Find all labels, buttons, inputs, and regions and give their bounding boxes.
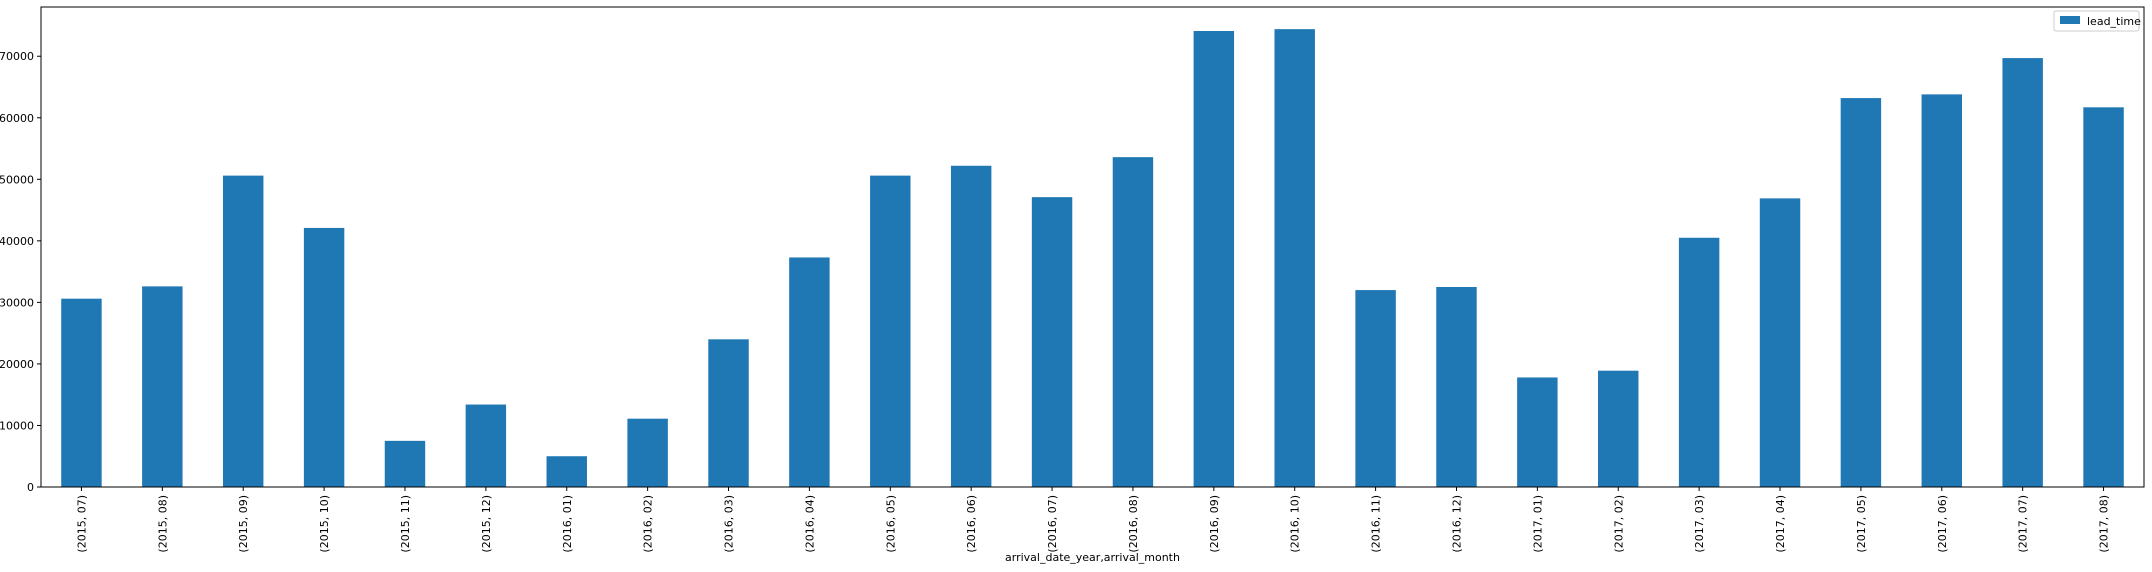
x-tick-label: (2016, 09) bbox=[1208, 495, 1221, 553]
bar bbox=[2083, 107, 2124, 487]
bars-layer bbox=[61, 29, 2124, 488]
x-tick-label: (2017, 05) bbox=[1855, 495, 1868, 553]
bar bbox=[870, 175, 911, 487]
x-tick-label: (2016, 03) bbox=[723, 495, 736, 553]
x-tick-label: (2015, 11) bbox=[399, 495, 412, 553]
y-axis: 0 10000 20000 30000 40000 50000 60000 70000 bbox=[0, 50, 41, 494]
x-tick-label: (2016, 06) bbox=[965, 495, 978, 553]
bar bbox=[1598, 370, 1639, 487]
y-tick-label: 50000 bbox=[0, 173, 34, 186]
bar bbox=[465, 404, 507, 487]
x-tick-label: (2015, 09) bbox=[237, 495, 250, 553]
bar bbox=[708, 339, 749, 487]
bar bbox=[789, 257, 830, 487]
bar bbox=[1193, 31, 1235, 487]
x-tick-label: (2016, 10) bbox=[1289, 495, 1302, 553]
y-tick-label: 40000 bbox=[0, 235, 34, 248]
x-tick-label: (2016, 05) bbox=[884, 495, 897, 553]
x-tick-label: (2016, 02) bbox=[642, 495, 655, 553]
y-tick-label: 30000 bbox=[0, 296, 34, 309]
legend-swatch bbox=[2060, 16, 2080, 24]
x-axis: (2015, 07) (2015, 08) (2015, 09) (2015, 10)… bbox=[75, 487, 2111, 553]
bar bbox=[1031, 197, 1073, 487]
bar bbox=[1112, 157, 1154, 487]
x-tick-label: (2017, 08) bbox=[2098, 495, 2111, 553]
y-tick-label: 20000 bbox=[0, 358, 34, 371]
legend: lead_time bbox=[2053, 10, 2141, 32]
y-tick-label: 70000 bbox=[0, 50, 34, 63]
bar bbox=[2002, 58, 2043, 487]
bar bbox=[1840, 98, 1882, 487]
bar bbox=[950, 165, 992, 487]
bar bbox=[546, 456, 587, 487]
x-tick-label: (2017, 03) bbox=[1693, 495, 1706, 553]
x-tick-label: (2016, 04) bbox=[803, 495, 816, 553]
x-tick-label: (2017, 07) bbox=[2017, 495, 2030, 553]
bar bbox=[1355, 290, 1396, 487]
x-tick-label: (2016, 07) bbox=[1046, 495, 1059, 553]
bar bbox=[222, 175, 264, 487]
x-tick-label: (2017, 04) bbox=[1774, 495, 1787, 553]
x-tick-label: (2017, 02) bbox=[1612, 495, 1625, 553]
bar bbox=[627, 418, 668, 487]
bar bbox=[61, 298, 102, 487]
bar bbox=[1436, 287, 1477, 487]
x-tick-label: (2015, 08) bbox=[156, 495, 169, 553]
x-tick-label: (2015, 10) bbox=[318, 495, 331, 553]
bar bbox=[1274, 29, 1315, 488]
bar bbox=[1678, 237, 1720, 487]
legend-label: lead_time bbox=[2087, 15, 2141, 28]
y-tick-label: 10000 bbox=[0, 419, 34, 432]
x-tick-label: (2017, 01) bbox=[1531, 495, 1544, 553]
x-tick-label: (2017, 06) bbox=[1936, 495, 1949, 553]
x-tick-label: (2016, 08) bbox=[1127, 495, 1140, 553]
bar bbox=[1759, 198, 1801, 487]
plot-frame bbox=[40, 6, 2145, 488]
bar bbox=[142, 286, 183, 487]
bar bbox=[1517, 377, 1558, 487]
x-tick-label: (2015, 07) bbox=[75, 495, 88, 553]
x-tick-label: (2016, 11) bbox=[1370, 495, 1383, 553]
bar bbox=[1921, 94, 1963, 487]
bar bbox=[384, 440, 426, 487]
x-tick-label: (2016, 01) bbox=[561, 495, 574, 553]
x-axis-label: arrival_date_year,arrival_month bbox=[1005, 551, 1180, 564]
x-tick-label: (2016, 12) bbox=[1450, 495, 1463, 553]
bar bbox=[303, 227, 345, 488]
y-tick-label: 60000 bbox=[0, 112, 34, 125]
x-tick-label: (2015, 12) bbox=[480, 495, 493, 553]
y-tick-label: 0 bbox=[27, 481, 34, 494]
